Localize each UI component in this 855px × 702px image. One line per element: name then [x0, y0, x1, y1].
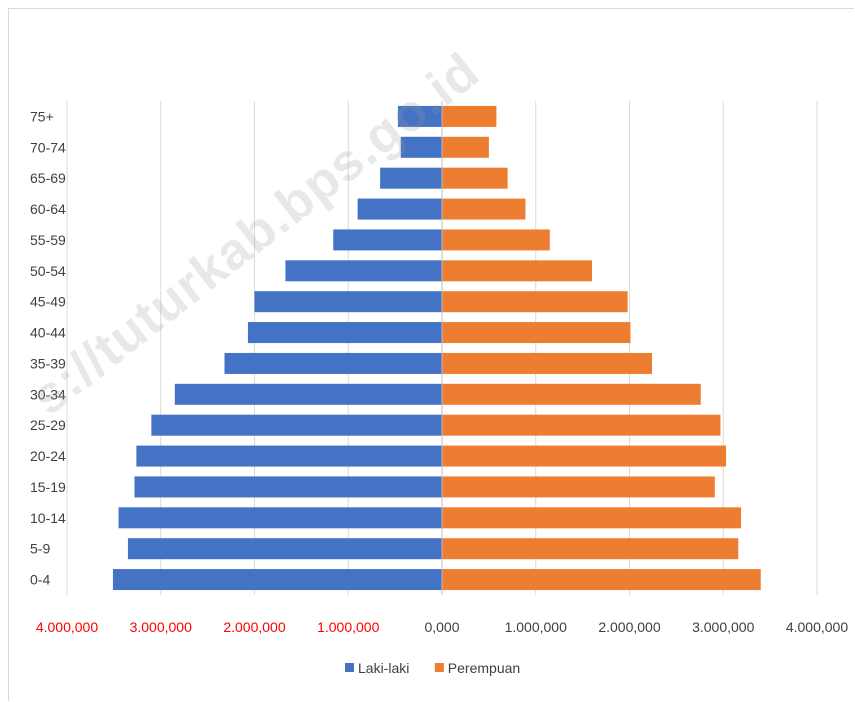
legend-swatch [434, 663, 444, 672]
y-tick-label: 60-64 [30, 201, 66, 217]
bars [112, 101, 761, 595]
bar-laki-laki [380, 167, 442, 189]
bar-perempuan [442, 352, 652, 374]
y-tick-label: 0-4 [30, 572, 50, 588]
x-tick-label: 2.000,000 [598, 619, 660, 635]
bar-perempuan [442, 507, 742, 529]
bar-perempuan [442, 229, 550, 251]
legend-label: Perempuan [448, 660, 520, 676]
y-tick-label: 25-29 [30, 417, 66, 433]
bar-perempuan [442, 167, 508, 189]
bar-perempuan [442, 198, 526, 220]
bar-laki-laki [333, 229, 442, 251]
bar-perempuan [442, 414, 721, 436]
y-tick-label: 35-39 [30, 355, 66, 371]
bar-laki-laki [136, 445, 442, 467]
bar-perempuan [442, 538, 739, 560]
bar-perempuan [442, 445, 727, 467]
bar-laki-laki [285, 260, 442, 282]
bar-laki-laki [397, 105, 442, 127]
bar-laki-laki [112, 569, 442, 591]
x-tick-label: 4.000,000 [786, 619, 848, 635]
y-axis-tick-labels: 0-4 5-9 10-14 15-19 20-24 25-29 30-34 35-39 40-4… [30, 108, 66, 587]
bar-perempuan [442, 260, 592, 282]
bar-laki-laki [134, 476, 442, 498]
x-tick-label: 3.000,000 [130, 619, 192, 635]
chart-frame [8, 8, 854, 701]
x-tick-label: 1.000,000 [505, 619, 567, 635]
bar-laki-laki [254, 291, 442, 313]
y-tick-label: 50-54 [30, 263, 66, 279]
bar-perempuan [442, 136, 489, 158]
x-tick-label: 3.000,000 [692, 619, 754, 635]
legend: Laki-laki Perempuan [345, 660, 520, 676]
y-tick-label: 5-9 [30, 541, 50, 557]
bar-laki-laki [400, 136, 442, 158]
bar-perempuan [442, 291, 628, 313]
y-tick-label: 70-74 [30, 139, 66, 155]
bar-perempuan [442, 383, 701, 405]
bar-laki-laki [357, 198, 442, 220]
bar-laki-laki [151, 414, 442, 436]
bar-laki-laki [247, 322, 442, 344]
legend-swatch [345, 663, 354, 672]
y-tick-label: 45-49 [30, 294, 66, 310]
y-tick-label: 55-59 [30, 232, 66, 248]
x-tick-label: 2.000,000 [223, 619, 285, 635]
y-tick-label: 20-24 [30, 448, 66, 464]
y-tick-label: 30-34 [30, 386, 66, 402]
bar-laki-laki [127, 538, 442, 560]
bar-laki-laki [224, 352, 442, 374]
y-tick-label: 10-14 [30, 510, 66, 526]
bar-perempuan [442, 476, 715, 498]
x-tick-label: 4.000,000 [36, 619, 98, 635]
bar-perempuan [442, 322, 631, 344]
bar-laki-laki [174, 383, 442, 405]
y-tick-label: 75+ [30, 108, 54, 124]
y-tick-label: 65-69 [30, 170, 66, 186]
x-tick-label: 0,000 [424, 619, 459, 635]
x-axis-tick-labels: 4.000,000 3.000,000 2.000,000 1.000,000 0,00… [36, 619, 848, 635]
bar-perempuan [442, 569, 761, 591]
y-tick-label: 40-44 [30, 325, 66, 341]
x-tick-label: 1.000,000 [317, 619, 379, 635]
bar-perempuan [442, 105, 497, 127]
y-tick-label: 15-19 [30, 479, 66, 495]
bar-laki-laki [118, 507, 442, 529]
legend-label: Laki-laki [358, 660, 409, 676]
